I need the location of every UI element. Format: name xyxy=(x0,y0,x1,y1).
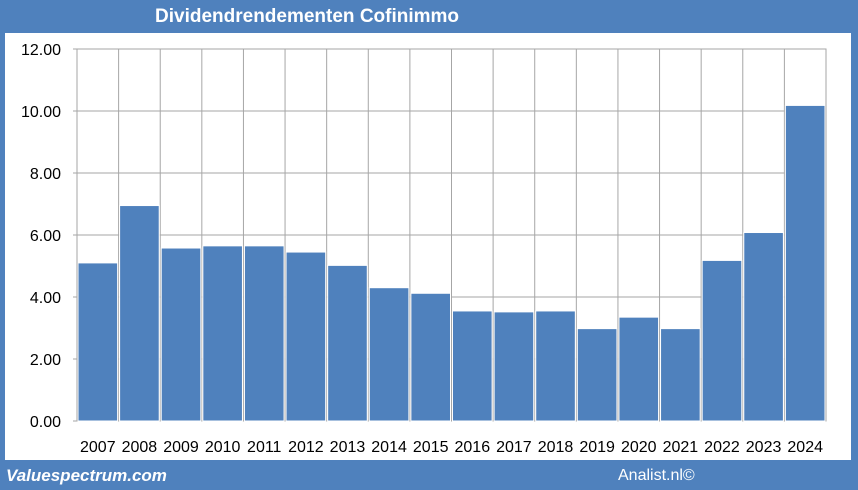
x-tick-label: 2022 xyxy=(704,439,740,456)
x-tick-label: 2014 xyxy=(371,439,407,456)
x-tick-label: 2009 xyxy=(163,439,199,456)
y-tick-label: 4.00 xyxy=(30,290,61,307)
x-tick-label: 2013 xyxy=(330,439,366,456)
bar xyxy=(743,232,784,422)
bar xyxy=(327,264,368,422)
y-tick-label: 12.00 xyxy=(21,42,61,59)
x-tick-label: 2015 xyxy=(413,439,449,456)
source-label-right: Analist.nl© xyxy=(618,467,695,484)
y-tick-label: 0.00 xyxy=(30,414,61,431)
x-tick-label: 2011 xyxy=(247,439,282,456)
y-tick-label: 8.00 xyxy=(30,166,61,183)
bar xyxy=(701,259,743,422)
bar xyxy=(368,287,410,422)
x-tick-label: 2008 xyxy=(122,439,158,456)
chart-title: Dividendrendementen Cofinimmo xyxy=(155,6,460,27)
bar xyxy=(493,311,535,422)
y-tick-label: 2.00 xyxy=(30,352,61,369)
x-tick-label: 2020 xyxy=(621,439,657,456)
bar xyxy=(119,205,160,422)
x-tick-label: 2007 xyxy=(80,439,116,456)
x-tick-label: 2021 xyxy=(663,439,699,456)
x-tick-label: 2012 xyxy=(288,439,324,456)
bar xyxy=(576,328,618,422)
x-tick-label: 2010 xyxy=(205,439,241,456)
bar xyxy=(784,104,826,422)
y-tick-label: 6.00 xyxy=(30,228,61,245)
x-tick-label: 2016 xyxy=(455,439,491,456)
bar xyxy=(202,245,243,422)
bar xyxy=(660,328,701,422)
x-tick-label: 2024 xyxy=(787,439,823,456)
bar xyxy=(160,247,202,422)
x-tick-label: 2017 xyxy=(496,439,532,456)
x-tick-label: 2018 xyxy=(538,439,574,456)
source-label-left: Valuespectrum.com xyxy=(6,466,167,485)
bar xyxy=(77,262,119,422)
y-tick-label: 10.00 xyxy=(21,104,61,121)
bar xyxy=(410,292,451,422)
bar xyxy=(243,245,285,422)
bar xyxy=(452,310,493,422)
x-tick-label: 2023 xyxy=(746,439,782,456)
bar xyxy=(618,316,660,422)
x-tick-label: 2019 xyxy=(579,439,615,456)
bar xyxy=(535,310,576,422)
bar xyxy=(285,251,327,422)
